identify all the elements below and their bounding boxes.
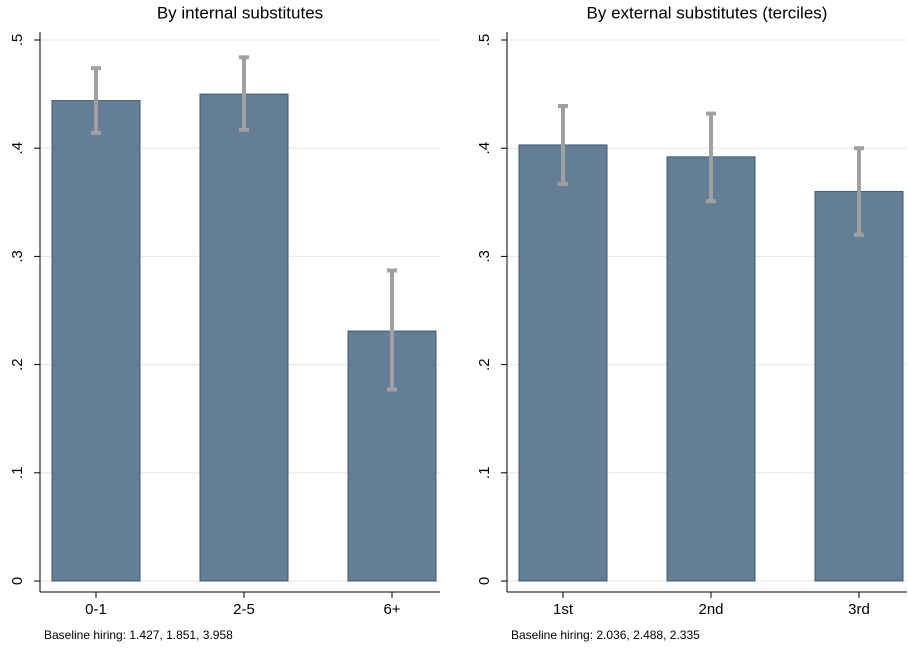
- x-tick-label: 2nd: [698, 601, 723, 618]
- note: Baseline hiring: 1.427, 1.851, 3.958: [44, 628, 233, 642]
- y-tick-label: .3: [9, 250, 26, 263]
- chart-title: By internal substitutes: [157, 3, 323, 22]
- y-tick-label: .5: [9, 34, 26, 47]
- error-bar: [558, 104, 568, 186]
- y-tick-label: .3: [476, 250, 493, 263]
- x-tick-label: 6+: [383, 601, 400, 618]
- y-tick-label: .1: [9, 467, 26, 480]
- y-tick-label: .2: [476, 358, 493, 371]
- y-tick-label: 0: [476, 577, 493, 585]
- bar: [199, 93, 289, 582]
- chart-title: By external substitutes (terciles): [587, 3, 828, 22]
- y-tick-label: .5: [476, 34, 493, 47]
- y-tick-label: .1: [476, 467, 493, 480]
- y-tick-label: .4: [476, 142, 493, 155]
- x-tick-label: 0-1: [85, 601, 107, 618]
- error-bar: [239, 55, 249, 132]
- y-tick-label: 0: [9, 577, 26, 585]
- error-bar: [91, 66, 101, 136]
- x-tick-label: 2-5: [233, 601, 255, 618]
- bar: [666, 156, 756, 582]
- x-tick-label: 1st: [553, 601, 574, 618]
- error-bar: [706, 111, 716, 204]
- y-tick-label: .2: [9, 358, 26, 371]
- bar: [814, 190, 904, 582]
- y-tick-label: .4: [9, 142, 26, 155]
- note: Baseline hiring: 2.036, 2.488, 2.335: [511, 628, 700, 642]
- error-bar: [854, 146, 864, 237]
- x-tick-label: 3rd: [848, 601, 870, 618]
- error-bar: [387, 268, 397, 392]
- bar: [518, 144, 608, 582]
- bar: [51, 100, 141, 582]
